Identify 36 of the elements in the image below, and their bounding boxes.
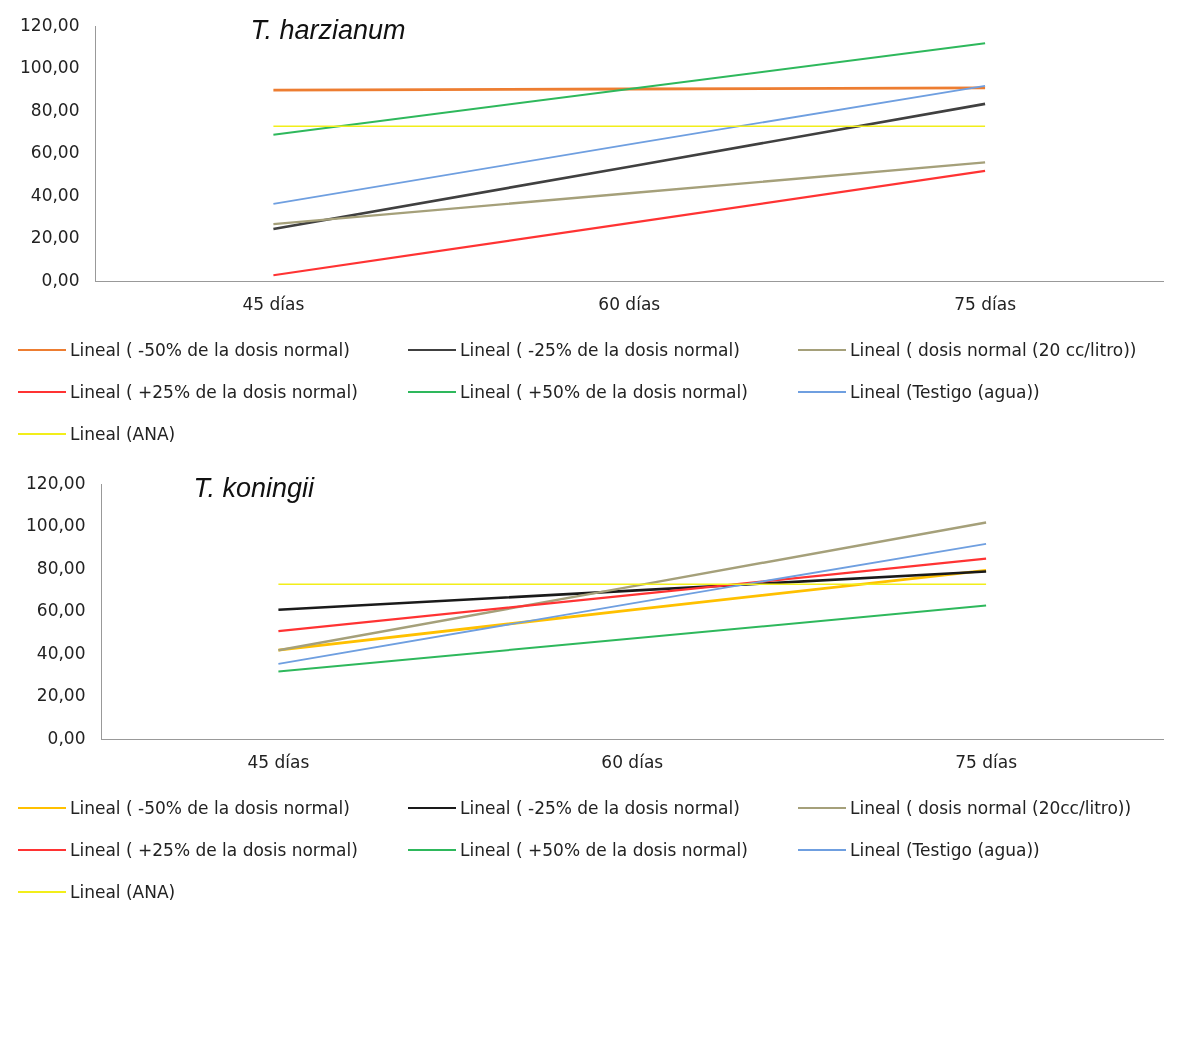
legend-label: Lineal ( +50% de la dosis normal): [460, 840, 748, 860]
chart-title: T. harzianum: [250, 15, 406, 46]
x-tick-label: 60 días: [601, 752, 664, 773]
chart-title: T. koningii: [193, 473, 316, 504]
legend-label: Lineal ( dosis normal (20cc/litro)): [850, 798, 1132, 818]
legend-label: Lineal ( -25% de la dosis normal): [460, 340, 740, 360]
y-tick-label: 120,00: [26, 472, 86, 493]
legend-label: Lineal ( +25% de la dosis normal): [70, 382, 358, 402]
y-tick-label: 80,00: [36, 557, 86, 578]
legend-label: Lineal (ANA): [70, 424, 176, 444]
y-tick-label: 20,00: [30, 227, 80, 248]
x-tick-label: 60 días: [598, 294, 661, 315]
y-tick-label: 100,00: [26, 515, 86, 536]
y-tick-label: 100,00: [20, 57, 80, 78]
y-tick-label: 80,00: [30, 99, 80, 120]
y-tick-label: 60,00: [36, 600, 86, 621]
y-tick-label: 60,00: [30, 142, 80, 163]
y-tick-label: 20,00: [36, 685, 86, 706]
legend-label: Lineal ( -50% de la dosis normal): [70, 798, 350, 818]
legend-label: Lineal ( dosis normal (20 cc/litro)): [850, 340, 1137, 360]
x-tick-label: 45 días: [242, 294, 305, 315]
legend-label: Lineal (Testigo (agua)): [850, 382, 1040, 402]
y-tick-label: 0,00: [47, 728, 86, 749]
legend-label: Lineal ( -50% de la dosis normal): [70, 340, 350, 360]
legend-label: Lineal ( +50% de la dosis normal): [460, 382, 748, 402]
y-tick-label: 40,00: [36, 642, 86, 663]
x-tick-label: 75 días: [955, 752, 1018, 773]
y-tick-label: 0,00: [41, 270, 80, 291]
y-tick-label: 120,00: [20, 14, 80, 35]
legend-label: Lineal ( -25% de la dosis normal): [460, 798, 740, 818]
legend-label: Lineal (Testigo (agua)): [850, 840, 1040, 860]
y-tick-label: 40,00: [30, 184, 80, 205]
x-tick-label: 75 días: [954, 294, 1017, 315]
legend-label: Lineal (ANA): [70, 882, 176, 902]
legend-label: Lineal ( +25% de la dosis normal): [70, 840, 358, 860]
x-tick-label: 45 días: [247, 752, 310, 773]
